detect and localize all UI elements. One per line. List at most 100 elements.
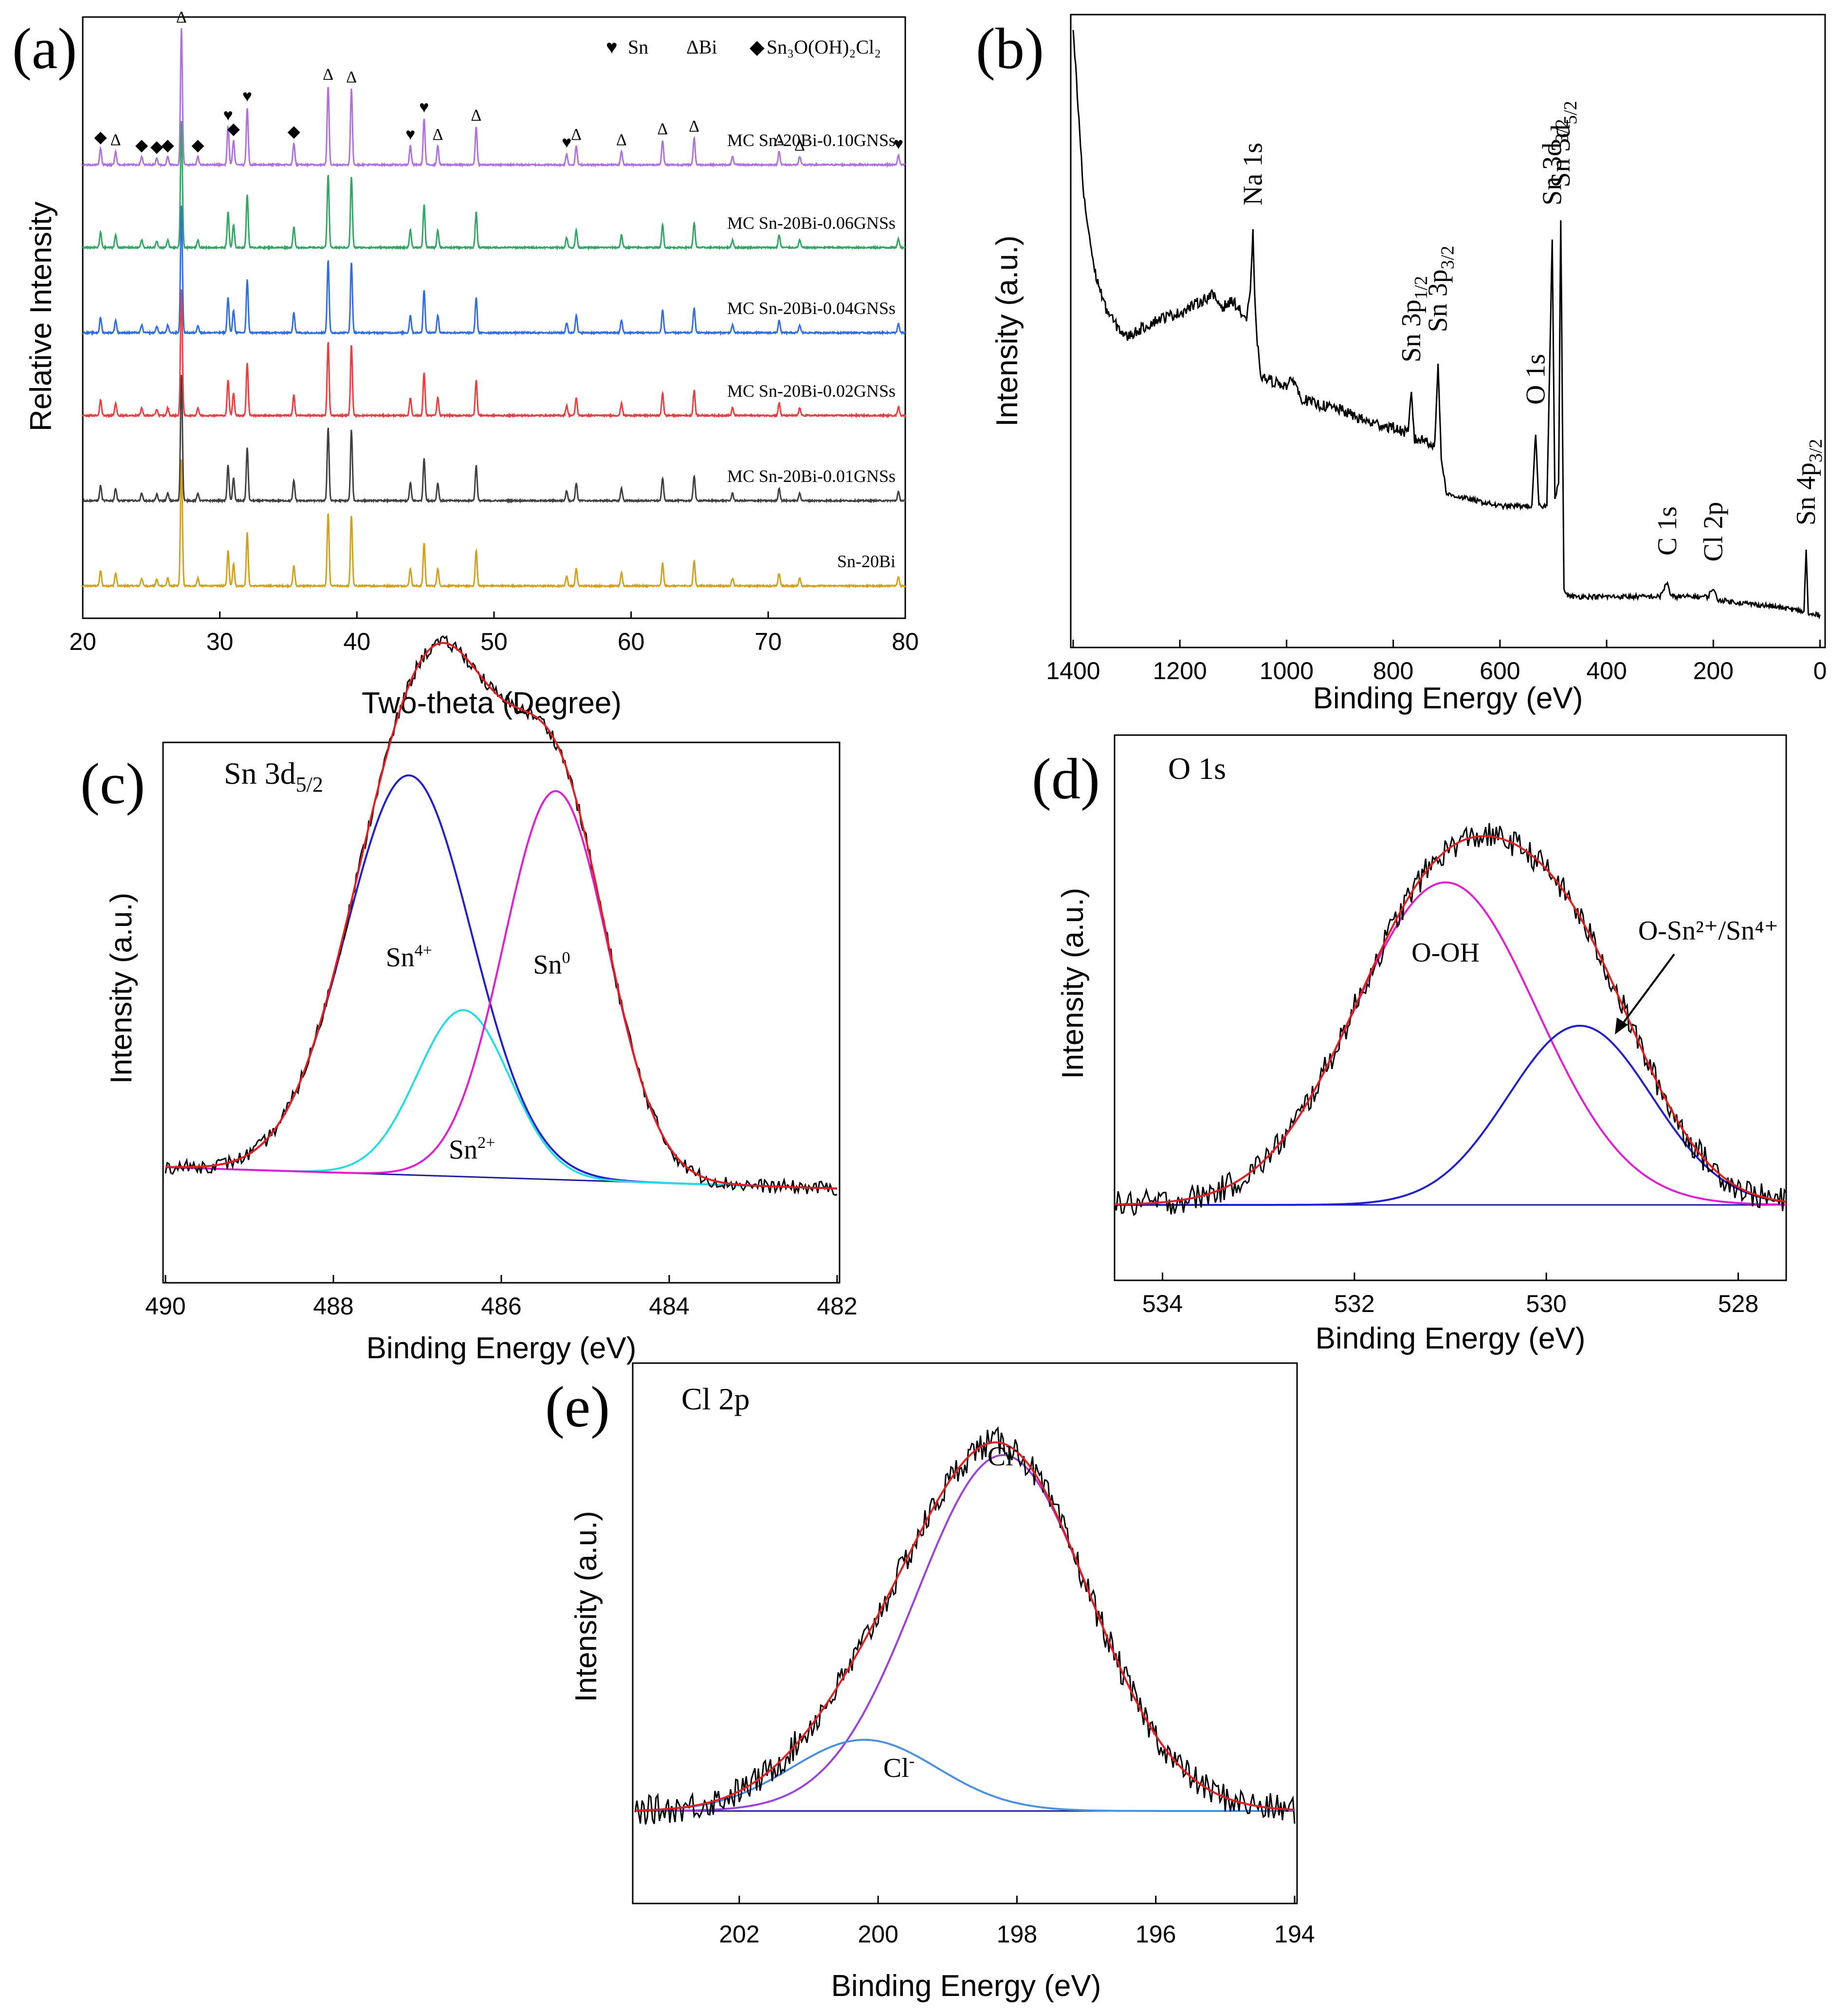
xrd-series-line (82, 460, 906, 589)
xrd-peak-marker: ♥ (894, 135, 903, 153)
survey-peak-label-base: Sn 3d (1537, 143, 1567, 205)
panel-c-title-base: Sn 3d (224, 756, 296, 791)
panel-d: (d) O 1s O-OH O-Sn²⁺/Sn⁴⁺ 534 532 530 528 Bi… (1032, 734, 1787, 1355)
panel-a-x-tick-label: 50 (480, 628, 508, 655)
panel-c-frame (162, 741, 841, 1284)
panel-c-x-tick-label: 484 (649, 1293, 689, 1320)
xps-component-label-sup: - (909, 1752, 915, 1770)
panel-e: (e) Cl 2p Cl-Cl- 202 200 198 196 194 Binding… (545, 1362, 1315, 2003)
xrd-peak-marker: ♥ (405, 126, 415, 144)
xrd-series-label: MC Sn-20Bi-0.10GNSs (727, 130, 896, 150)
survey-peak-label-sub: 5/2 (1560, 101, 1581, 125)
panel-d-letter: (d) (1032, 746, 1100, 811)
panel-d-xlabel: Binding Energy (eV) (1316, 1322, 1586, 1355)
xps-raw-data (1114, 823, 1787, 1217)
xrd-peak-marker: Δ (689, 117, 699, 135)
panel-b-xlabel: Binding Energy (eV) (1313, 682, 1583, 715)
panel-c-title-sub: 5/2 (296, 773, 323, 796)
panel-a-legend: ♥ Sn ΔBi ◆ Sn₃O(OH)₂Cl₂ (606, 36, 881, 58)
panel-e-ylabel: Intensity (a.u.) (569, 1511, 603, 1702)
xps-fit-envelope (1115, 835, 1787, 1206)
xrd-series-line (82, 121, 906, 251)
panel-a-xlabel: Two-theta (Degree) (362, 686, 622, 720)
panel-d-plot: O-OH O-Sn²⁺/Sn⁴⁺ (1114, 823, 1787, 1217)
panel-c-title: Sn 3d5/2 (224, 756, 323, 796)
xrd-series-label: Sn-20Bi (837, 552, 896, 571)
survey-peak-label-base: C 1s (1652, 506, 1683, 555)
panel-a-x-tick-label: 60 (618, 628, 645, 655)
panel-e-plot: Cl-Cl- (634, 1426, 1296, 1825)
xrd-peak-marker: ◆ (227, 120, 240, 138)
survey-peak-label-sub: 3/2 (1438, 246, 1458, 270)
xrd-peak-marker: ♥ (242, 87, 252, 105)
panel-b-x-tick-label: 800 (1373, 657, 1413, 684)
panel-b-x-tick-label: 600 (1480, 657, 1520, 684)
xps-component-label: Sn2+ (449, 1134, 495, 1165)
panel-b-xticks: 1400 1200 1000 800 600 400 200 0 (1046, 640, 1827, 684)
xrd-peak-marker: ◆ (135, 136, 148, 154)
panel-e-xticks: 202 200 198 196 194 (719, 1896, 1315, 1948)
survey-peak-label: Sn 3p3/2 (1423, 246, 1458, 333)
xps-component-label-base: O-Sn²⁺/Sn⁴⁺ (1638, 916, 1778, 946)
panel-b-x-tick-label: 1000 (1260, 657, 1314, 684)
panel-b-x-tick-label: 400 (1586, 657, 1627, 684)
panel-b-x-tick-label: 1200 (1153, 657, 1207, 684)
survey-peak-label-sub: 3/2 (1552, 119, 1572, 143)
xrd-peak-marker: ♥ (223, 107, 233, 125)
legend-sn: Sn (628, 36, 648, 58)
xps-component-label: Cl- (988, 1441, 1019, 1472)
survey-peak-label: Sn 3p1/2 (1396, 276, 1431, 363)
legend-bi: ΔBi (686, 36, 717, 58)
panel-b-x-tick-label: 1400 (1046, 657, 1100, 684)
survey-peak-label-base: O 1s (1520, 354, 1551, 405)
xps-component-label: Cl- (883, 1752, 915, 1783)
panel-e-x-tick-label: 200 (858, 1921, 898, 1948)
panel-b-x-tick-label: 0 (1813, 657, 1827, 684)
panel-b-plot (1072, 30, 1821, 620)
panel-a-x-tick-label: 30 (206, 628, 234, 655)
arrow-shaft (1617, 953, 1675, 1031)
xps-component-label: O-Sn²⁺/Sn⁴⁺ (1638, 916, 1778, 946)
survey-peak-label: O 1s (1520, 354, 1551, 405)
survey-peak-label-base: Sn 3d (1546, 125, 1576, 187)
xps-component-label: Sn4+ (386, 942, 432, 973)
panel-d-x-tick-label: 530 (1526, 1290, 1566, 1317)
xps-component-label-base: Sn (386, 942, 415, 973)
xps-component-label-sup: 0 (562, 949, 570, 967)
xrd-peak-marker: ◆ (94, 128, 108, 146)
legend-sn3: Sn₃O(OH)₂Cl₂ (767, 36, 881, 58)
xps-component-label-base: Sn (449, 1135, 477, 1165)
xrd-series-label: MC Sn-20Bi-0.04GNSs (727, 298, 896, 318)
xrd-peak-marker: Δ (616, 131, 627, 149)
xps-component-label-sup: 2+ (477, 1134, 495, 1152)
survey-peak-label: Sn 3d3/2 (1537, 119, 1572, 205)
xps-component-label-sup: - (1013, 1441, 1019, 1459)
panel-c-plot: Sn4+Sn2+Sn0 (165, 635, 838, 1196)
panel-e-x-tick-label: 202 (719, 1921, 759, 1948)
xps-component-label-base: Sn (533, 950, 562, 980)
panel-d-ylabel: Intensity (a.u.) (1056, 888, 1090, 1079)
xps-component-label-base: Cl (883, 1753, 909, 1783)
xrd-peak-marker: Δ (571, 126, 582, 144)
survey-peak-label-base: Sn 4p (1791, 462, 1821, 525)
panel-b-letter: (b) (976, 16, 1044, 81)
panel-e-x-tick-label: 196 (1135, 1921, 1176, 1948)
xrd-peak-marker: Δ (794, 136, 805, 154)
panel-d-x-tick-label: 534 (1142, 1290, 1183, 1317)
survey-peak-label: Sn 3d5/2 (1546, 101, 1581, 187)
xrd-series-label: MC Sn-20Bi-0.06GNSs (727, 213, 896, 233)
panel-e-x-tick-label: 198 (997, 1921, 1037, 1948)
legend-sn-mark: ♥ (606, 36, 618, 58)
survey-peak-label: C 1s (1652, 506, 1683, 555)
panel-a-ylabel: Relative Intensity (24, 202, 58, 431)
xrd-series-label: MC Sn-20Bi-0.02GNSs (727, 381, 896, 401)
panel-e-frame (632, 1362, 1298, 1904)
panel-a-markers: ◆ Δ ◆ ◆◆Δ◆♥◆♥◆Δ Δ♥♥ΔΔ♥Δ ΔΔ ΔΔ Δ ♥ (94, 8, 903, 156)
xps-component-curve (635, 1738, 1295, 1812)
panel-e-xlabel: Binding Energy (eV) (831, 1969, 1101, 2003)
survey-peak-label-base: Sn 3p (1396, 299, 1427, 362)
panel-a-series-group: Sn-20Bi MC Sn-20Bi-0.01GNSs MC Sn-20Bi-0.0… (82, 28, 906, 589)
xrd-series-line (82, 374, 906, 504)
